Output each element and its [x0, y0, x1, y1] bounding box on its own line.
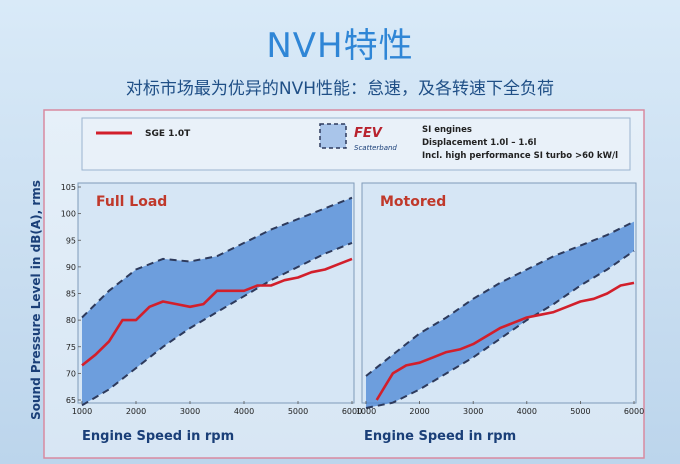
x-tick-label: 6000	[624, 407, 644, 416]
y-tick-label: 105	[61, 183, 76, 192]
y-tick-label: 65	[66, 396, 76, 405]
y-tick-label: 95	[66, 236, 76, 245]
legend-info-line: Incl. high performance SI turbo >60 kW/l	[422, 151, 618, 161]
legend-series-label: SGE 1.0T	[145, 129, 191, 139]
x-axis-title-motored: Engine Speed in rpm	[364, 429, 516, 444]
series-line-sge-1-0t	[81, 257, 353, 367]
x-tick-label: 1000	[356, 407, 376, 416]
scatter-band-area	[82, 197, 352, 406]
scatter-band-area	[366, 221, 634, 408]
scatter-band-upper-edge	[81, 196, 353, 319]
panel-title: Full Load	[96, 194, 167, 210]
panel-full-load: Full Load 1000 2000 3000 4000 5000 6000 65 70 75 8…	[61, 183, 362, 416]
x-tick-label: 3000	[463, 407, 483, 416]
y-tick-label: 80	[66, 316, 76, 325]
fev-scatterband-icon	[319, 123, 347, 149]
series-line-sge-1-0t	[375, 281, 635, 401]
slide-title: NVH特性	[266, 26, 414, 66]
y-tick-label: 75	[66, 343, 76, 352]
legend-info-line: SI engines	[422, 125, 472, 135]
y-tick-label: 100	[61, 210, 76, 219]
x-tick-label: 1000	[72, 407, 92, 416]
x-tick-label: 4000	[517, 407, 537, 416]
x-tick-label: 2000	[409, 407, 429, 416]
panel-motored: Motored 1000 2000 3000 4000 5000 6000	[356, 194, 644, 416]
panel-title: Motored	[380, 194, 446, 210]
x-axis-title-full-load: Engine Speed in rpm	[82, 429, 234, 444]
scatter-band-lower-edge	[81, 241, 353, 407]
x-tick-label: 4000	[234, 407, 254, 416]
y-tick-label: 90	[66, 263, 76, 272]
x-tick-label: 6000	[342, 407, 362, 416]
x-tick-label: 3000	[180, 407, 200, 416]
scatterband-label: Scatterband	[354, 144, 397, 152]
x-tick-label: 5000	[570, 407, 590, 416]
y-tick-label: 85	[66, 290, 76, 299]
legend-box	[81, 117, 631, 171]
fev-logo: FEV	[354, 126, 383, 141]
x-tick-label: 2000	[126, 407, 146, 416]
y-tick-label: 70	[66, 369, 76, 378]
legend-info-line: Displacement 1.0l – 1.6l	[422, 138, 536, 148]
x-tick-label: 5000	[288, 407, 308, 416]
y-axis-title: Sound Pressure Level in dB(A), rms	[29, 180, 43, 420]
slide-subtitle: 对标市场最为优异的NVH性能：怠速，及各转速下全负荷	[125, 79, 555, 99]
